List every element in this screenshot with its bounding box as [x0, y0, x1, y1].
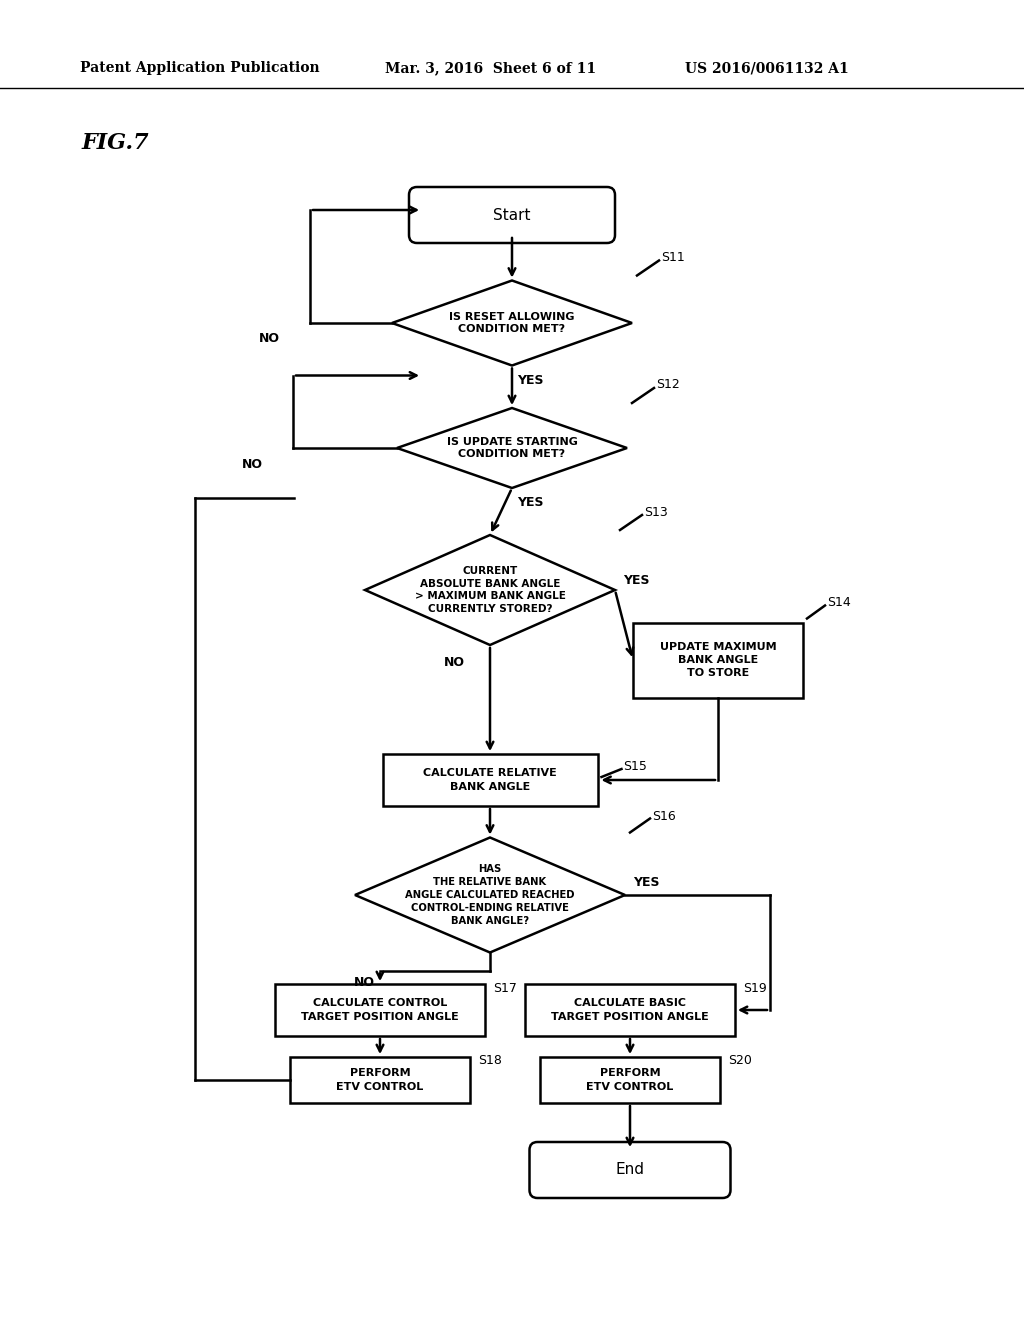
- Bar: [383, 754, 597, 807]
- Text: S15: S15: [624, 760, 647, 774]
- Text: S17: S17: [493, 982, 517, 994]
- Text: End: End: [615, 1163, 644, 1177]
- Text: YES: YES: [623, 573, 649, 586]
- Text: NO: NO: [242, 458, 263, 470]
- Bar: [540, 1057, 720, 1104]
- Text: CALCULATE BASIC
TARGET POSITION ANGLE: CALCULATE BASIC TARGET POSITION ANGLE: [551, 998, 709, 1022]
- Text: S16: S16: [652, 810, 676, 822]
- Text: S11: S11: [662, 251, 685, 264]
- Text: S12: S12: [656, 379, 680, 392]
- FancyBboxPatch shape: [409, 187, 615, 243]
- Bar: [525, 983, 735, 1036]
- Text: IS RESET ALLOWING
CONDITION MET?: IS RESET ALLOWING CONDITION MET?: [450, 312, 574, 334]
- Polygon shape: [392, 281, 632, 366]
- Text: S18: S18: [478, 1055, 502, 1068]
- Text: S19: S19: [743, 982, 767, 994]
- Text: CALCULATE CONTROL
TARGET POSITION ANGLE: CALCULATE CONTROL TARGET POSITION ANGLE: [301, 998, 459, 1022]
- Text: NO: NO: [259, 333, 280, 346]
- Text: S20: S20: [728, 1055, 752, 1068]
- Text: PERFORM
ETV CONTROL: PERFORM ETV CONTROL: [587, 1068, 674, 1092]
- Text: US 2016/0061132 A1: US 2016/0061132 A1: [685, 61, 849, 75]
- Text: CALCULATE RELATIVE
BANK ANGLE: CALCULATE RELATIVE BANK ANGLE: [423, 768, 557, 792]
- Bar: [290, 1057, 470, 1104]
- Text: FIG.7: FIG.7: [82, 132, 150, 154]
- Text: CURRENT
ABSOLUTE BANK ANGLE
> MAXIMUM BANK ANGLE
CURRENTLY STORED?: CURRENT ABSOLUTE BANK ANGLE > MAXIMUM BA…: [415, 566, 565, 614]
- Polygon shape: [355, 837, 625, 953]
- Text: UPDATE MAXIMUM
BANK ANGLE
TO STORE: UPDATE MAXIMUM BANK ANGLE TO STORE: [659, 642, 776, 678]
- Text: HAS
THE RELATIVE BANK
ANGLE CALCULATED REACHED
CONTROL-ENDING RELATIVE
BANK ANGL: HAS THE RELATIVE BANK ANGLE CALCULATED R…: [406, 865, 574, 925]
- Bar: [633, 623, 803, 697]
- Text: S14: S14: [827, 597, 851, 609]
- Text: NO: NO: [354, 975, 375, 989]
- Bar: [275, 983, 485, 1036]
- Polygon shape: [365, 535, 615, 645]
- Text: IS UPDATE STARTING
CONDITION MET?: IS UPDATE STARTING CONDITION MET?: [446, 437, 578, 459]
- Text: PERFORM
ETV CONTROL: PERFORM ETV CONTROL: [336, 1068, 424, 1092]
- Text: Mar. 3, 2016  Sheet 6 of 11: Mar. 3, 2016 Sheet 6 of 11: [385, 61, 596, 75]
- Text: Patent Application Publication: Patent Application Publication: [80, 61, 319, 75]
- Text: YES: YES: [517, 374, 544, 387]
- Text: Start: Start: [494, 207, 530, 223]
- FancyBboxPatch shape: [529, 1142, 730, 1199]
- Polygon shape: [397, 408, 627, 488]
- Text: YES: YES: [633, 876, 659, 890]
- Text: YES: YES: [517, 496, 544, 510]
- Text: S13: S13: [644, 506, 668, 519]
- Text: NO: NO: [444, 656, 465, 669]
